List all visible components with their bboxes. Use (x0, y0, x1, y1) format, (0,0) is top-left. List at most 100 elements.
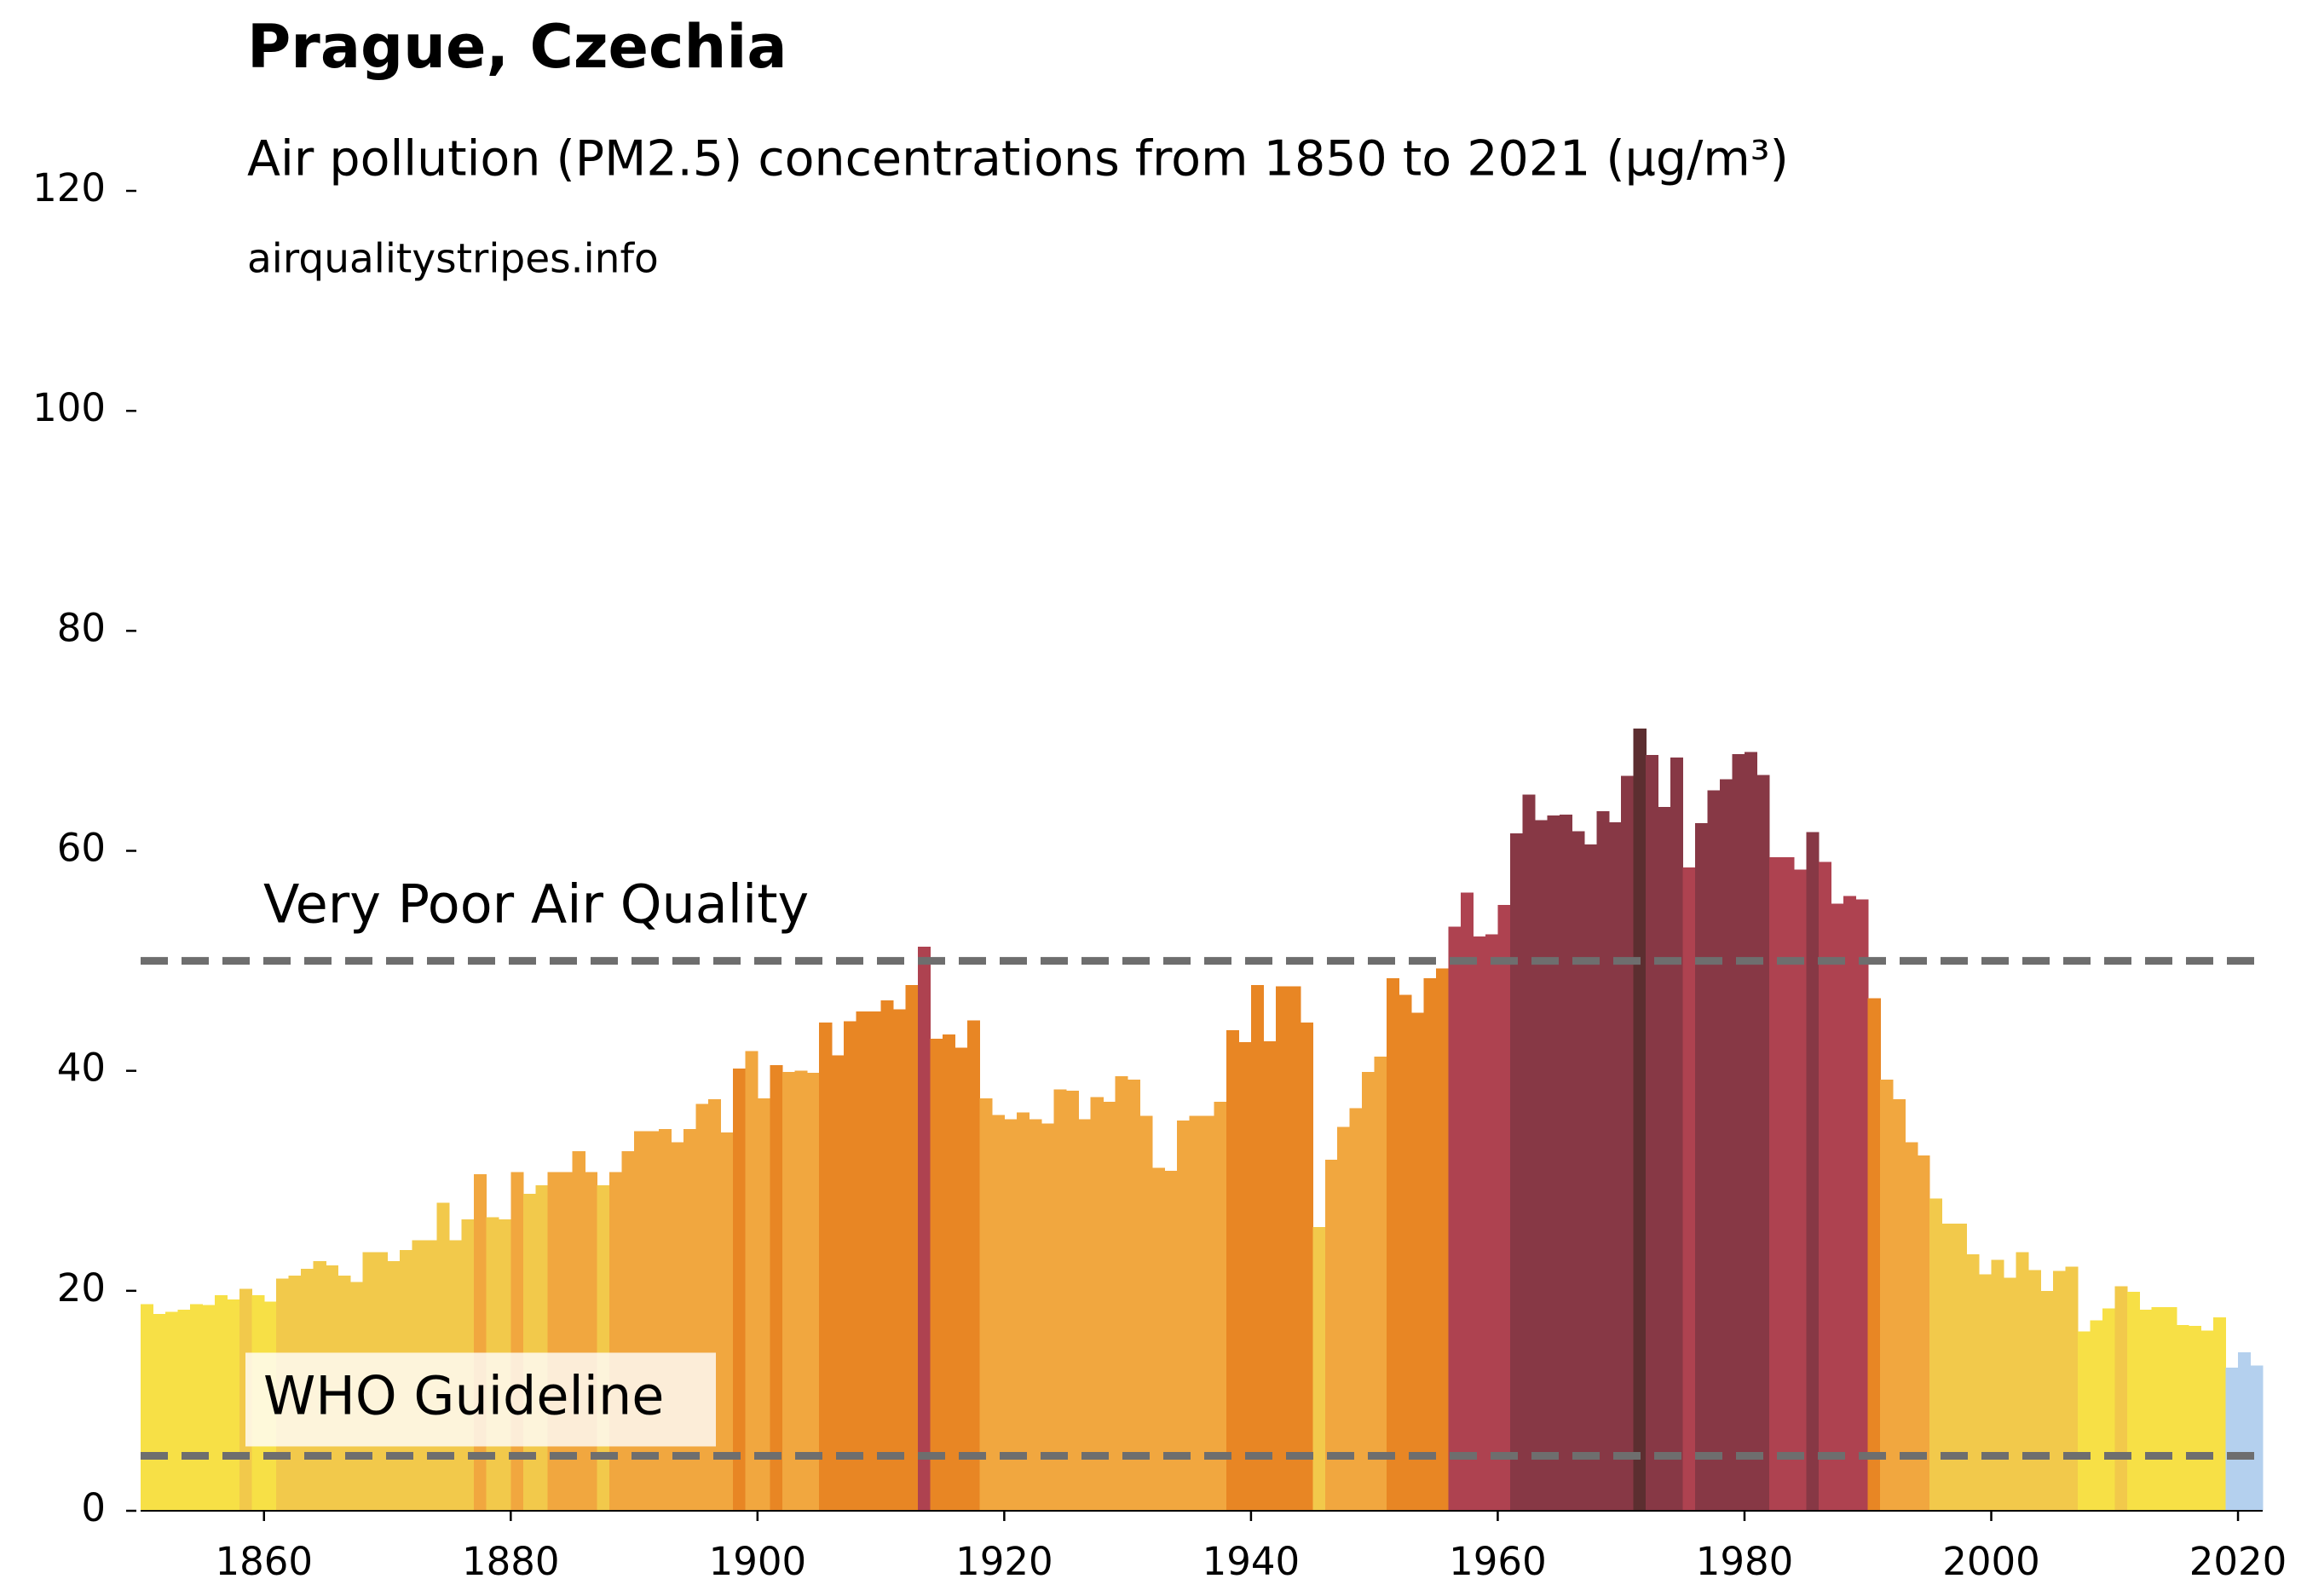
bar (2027, 1270, 2042, 1511)
x-tick-label: 1940 (1203, 1539, 1301, 1584)
bar (1139, 1115, 1153, 1511)
label-box (245, 1352, 716, 1447)
bar (1263, 1040, 1277, 1511)
bar (659, 1129, 672, 1511)
bar (781, 1071, 795, 1511)
bar (1078, 1119, 1092, 1511)
bar (1485, 934, 1499, 1511)
bar (2250, 1365, 2264, 1511)
bar (141, 1304, 154, 1511)
bar (560, 1172, 574, 1511)
bar (1707, 790, 1721, 1511)
bar (1090, 1097, 1104, 1511)
bar (856, 1011, 869, 1511)
bar (1016, 1112, 1029, 1511)
bar (2189, 1326, 2202, 1511)
bar (2176, 1324, 2189, 1511)
bar (1275, 986, 1289, 1511)
bar (1534, 820, 1548, 1511)
bar (597, 1184, 610, 1511)
bar (1041, 1123, 1054, 1511)
bar (831, 1055, 845, 1511)
bar (1152, 1167, 1166, 1511)
bar (1633, 729, 1647, 1511)
overlay: Very Poor Air Quality WHO Guideline (141, 873, 2263, 1460)
bar (1682, 867, 1696, 1511)
bar (1189, 1115, 1203, 1511)
bar (1374, 1056, 1387, 1511)
chart-title: Prague, Czechia (247, 12, 787, 82)
bar (1954, 1224, 1968, 1511)
y-tick-label: 40 (57, 1046, 106, 1091)
bar (609, 1172, 623, 1511)
bar (522, 1194, 536, 1511)
bar (819, 1022, 833, 1511)
bar (695, 1103, 709, 1511)
y-tick-label: 60 (57, 826, 106, 871)
bar (1177, 1120, 1191, 1511)
bar (1818, 861, 1831, 1511)
bar (2213, 1317, 2227, 1511)
bar (1732, 753, 1745, 1511)
bar (2126, 1292, 2140, 1511)
bar (1596, 811, 1610, 1511)
bar (1843, 896, 1856, 1511)
bar (1053, 1089, 1067, 1511)
bar (1831, 903, 1844, 1511)
x-tick-label: 1860 (216, 1539, 314, 1584)
bar (868, 1011, 882, 1511)
bar (1399, 994, 1412, 1511)
bar (1892, 1099, 1906, 1511)
bar (1583, 844, 1597, 1511)
bar (1793, 869, 1807, 1511)
bar (1756, 775, 1770, 1511)
bar (1202, 1115, 1215, 1511)
bar (2040, 1290, 2054, 1511)
bar (1929, 1198, 1943, 1511)
bar (473, 1174, 487, 1511)
bar (1695, 823, 1709, 1511)
bar (1312, 1226, 1326, 1511)
bar (2114, 1286, 2128, 1511)
y-tick-label: 100 (32, 385, 106, 430)
bar (2065, 1266, 2079, 1511)
bar (806, 1073, 820, 1511)
bar (1880, 1079, 1894, 1511)
bar (1497, 904, 1511, 1511)
bar (1979, 1274, 1993, 1511)
bar (1621, 775, 1635, 1511)
bar (2164, 1307, 2177, 1511)
bar (1806, 832, 1820, 1511)
bar (1065, 1090, 1079, 1511)
bar (1103, 1101, 1116, 1511)
bar (2003, 1277, 2017, 1511)
bar (1966, 1254, 1980, 1511)
bar (1226, 1029, 1240, 1511)
x-tick-label: 1880 (462, 1539, 560, 1584)
bar (1646, 755, 1659, 1511)
bar (1250, 984, 1264, 1511)
bar (1387, 978, 1400, 1511)
bar (1238, 1042, 1252, 1511)
bar (2200, 1330, 2214, 1511)
bar (770, 1065, 783, 1511)
bar (585, 1172, 598, 1511)
bar (1941, 1224, 1955, 1511)
bar (955, 1047, 968, 1511)
bar (2225, 1368, 2239, 1511)
x-tick-label: 1900 (709, 1539, 807, 1584)
x-tick-label: 1920 (955, 1539, 1053, 1584)
bar (966, 1020, 981, 1511)
bar (535, 1184, 549, 1511)
annotation-label: WHO Guideline (263, 1365, 664, 1427)
x-tick-label: 2020 (2189, 1539, 2287, 1584)
bar (844, 1021, 857, 1511)
bar (1164, 1171, 1178, 1511)
bar (214, 1294, 228, 1511)
bar (1670, 757, 1684, 1511)
bar (720, 1132, 734, 1511)
bar (1547, 815, 1560, 1511)
bar (1362, 1071, 1376, 1511)
bar (942, 1034, 956, 1511)
bar (1855, 899, 1869, 1511)
